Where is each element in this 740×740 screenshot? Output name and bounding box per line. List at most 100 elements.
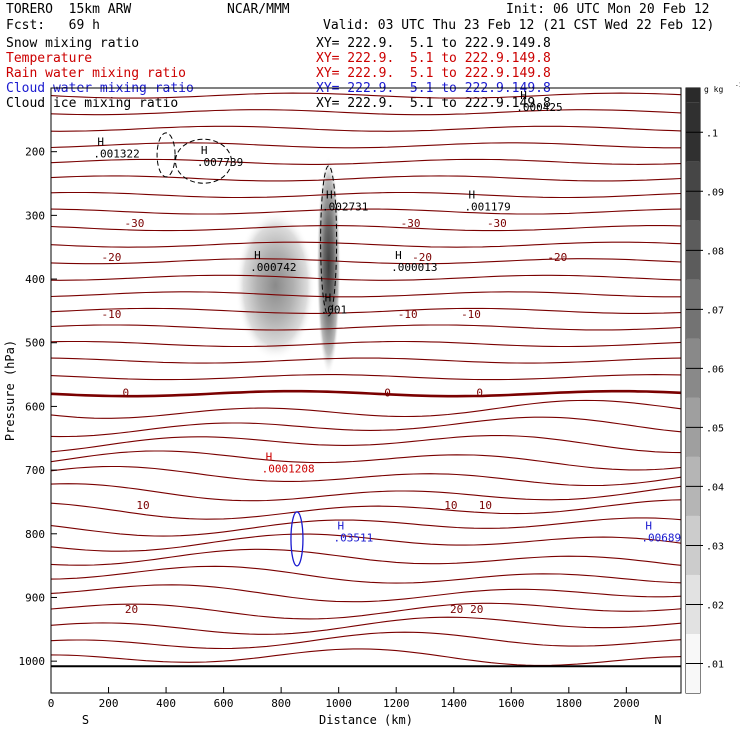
x-tick-label: 400 [156,697,176,710]
max-value-label: .001179 [464,201,510,214]
isotherm-line [50,499,682,520]
isotherm-line [50,241,682,248]
isotherm-label: 0 [384,386,391,399]
x-tick-label: 200 [99,697,119,710]
isotherm-label: -10 [101,308,121,321]
colorbar-tick-label: .1 [706,128,718,139]
isotherm-line [50,533,682,552]
max-value-label: .002731 [322,201,368,214]
field-xy-temperature: XY= 222.9. 5.1 to 222.9.149.8 [316,51,551,66]
isotherm-line [50,109,682,116]
colorbar-tick-label: .02 [706,600,724,611]
isotherm-line [50,307,682,314]
plot-frame [50,87,682,694]
isotherm-line [50,548,682,566]
isotherm-label: -30 [124,217,144,230]
max-marker-h: H [338,520,345,533]
x-tick-label: 1400 [440,697,467,710]
y-axis-label: Pressure (hPa) [3,340,17,441]
isotherm-label: 20 [450,603,463,616]
isotherm-label: -30 [487,217,507,230]
title-fcst: Fcst: 69 h [6,18,100,33]
field-label-temperature: Temperature [6,51,93,66]
isotherm-label: 10 [444,499,457,512]
colorbar-tick-label: .09 [706,187,724,198]
isotherm-line [50,274,682,281]
x-tick-label: 1000 [325,697,352,710]
max-marker-h: H [645,520,652,533]
max-marker-h: H [468,189,475,202]
isotherm-line [50,191,682,199]
max-marker-h: H [254,249,261,262]
isotherm-line [50,324,682,331]
y-tick-label: 800 [25,528,45,541]
title-org: NCAR/MMM [227,2,290,17]
isotherm-line [50,517,682,537]
max-marker-h: H [520,89,527,102]
cloud-ice-contour [320,165,338,317]
y-tick-label: 700 [25,464,45,477]
max-value-label: .0001208 [262,462,315,475]
field-label-snow: Snow mixing ratio [6,36,140,51]
x-tick-label: 2000 [613,697,640,710]
field-xy-rain: XY= 222.9. 5.1 to 222.9.149.8 [316,66,551,81]
title-model: TORERO 15km ARW [6,2,132,17]
isotherm-line [50,434,682,454]
isotherm-line [50,92,682,99]
max-value-label: .007739 [197,156,243,169]
title-init: Init: 06 UTC Mon 20 Feb 12 [506,2,710,17]
max-marker-h: H [325,292,332,305]
isotherm-line [50,374,682,381]
isotherm-line [50,616,682,635]
field-label-cloud-ice: Cloud ice mixing ratio [6,96,179,111]
south-label: S [82,713,89,727]
x-tick-label: 0 [48,697,55,710]
isotherm-line [50,340,682,348]
colorbar-tick-label: .03 [706,541,724,552]
isotherm-line [50,465,682,487]
colorbar-tick-label: .04 [706,482,724,493]
max-marker-h: H [326,189,333,202]
max-value-label: .00689 [641,532,681,545]
isotherm-label: 0 [122,386,129,399]
x-tick-label: 1800 [556,697,583,710]
isotherm-line [50,602,682,620]
max-value-label: .000742 [250,261,296,274]
max-marker-h: H [97,136,104,149]
y-tick-label: 1000 [19,655,46,668]
colorbar-unit: g kg [704,85,723,94]
isotherm-line [50,357,682,364]
max-value-label: .000425 [516,101,562,114]
isotherm-label: -30 [401,217,421,230]
snow-shade-2 [316,156,341,377]
snow-shade-1 [235,210,316,361]
max-value-label: .001 [321,304,348,317]
isotherm-label: -20 [412,251,432,264]
isotherm-label: -20 [101,251,121,264]
isotherm-line [50,125,682,132]
isotherm-label: -20 [547,251,567,264]
title-valid: Valid: 03 UTC Thu 23 Feb 12 (21 CST Wed … [323,18,715,33]
isotherm-line [50,450,682,471]
max-value-label: .03511 [334,532,374,545]
isotherm-line [50,584,682,603]
isotherm-line [50,648,682,666]
colorbar-top-segment [686,88,700,103]
colorbar-unit-exponent: -1 [735,82,740,89]
max-marker-h: H [201,144,208,157]
y-tick-label: 400 [25,273,45,286]
isotherm-line [50,399,682,419]
colorbar-tick-label: .08 [706,246,724,257]
colorbar-tick-label: .07 [706,305,724,316]
isotherm-line [50,175,682,182]
isotherm-line [50,258,682,265]
colorbar-tick-label: .06 [706,364,724,375]
y-tick-label: 500 [25,337,45,350]
field-label-rain: Rain water mixing ratio [6,66,187,81]
max-value-label: .000013 [391,261,437,274]
max-marker-h: H [395,249,402,262]
x-axis-label: Distance (km) [319,713,413,727]
field-xy-cloud-ice: XY= 222.9. 5.1 to 222.9.149.8 [316,96,551,111]
isotherm-label: 20 [470,603,483,616]
